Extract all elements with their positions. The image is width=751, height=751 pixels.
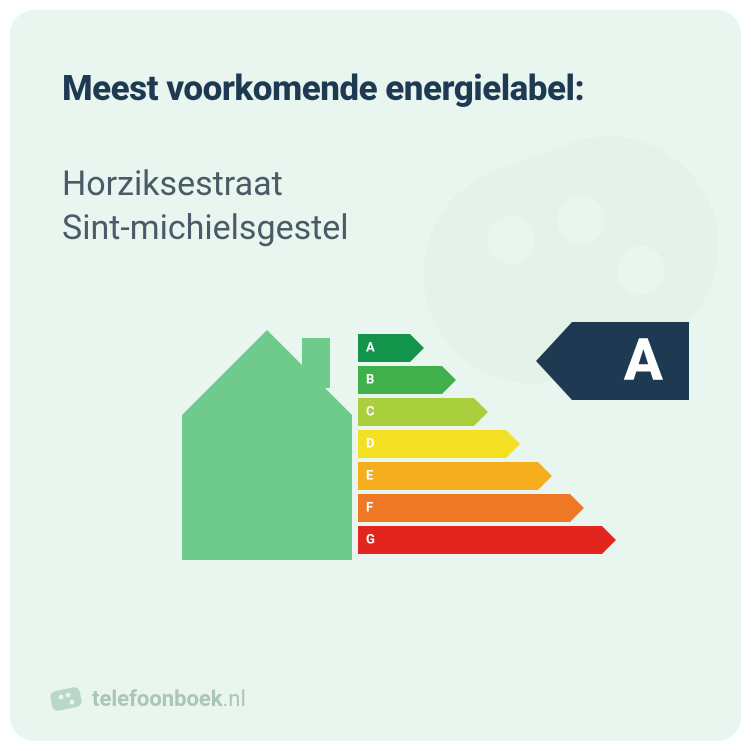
bar-arrow [602, 526, 616, 554]
bar-label: B [366, 373, 388, 388]
bar-arrow [442, 366, 456, 394]
bar-shape: A [358, 334, 410, 362]
bar-label: D [366, 437, 388, 452]
bar-label: F [366, 501, 388, 516]
energy-bar-f: F [358, 494, 602, 522]
bar-shape: B [358, 366, 442, 394]
bar-label: C [366, 405, 388, 420]
subtitle-city: Sint-michielsgestel [62, 208, 349, 248]
footer-brand-tld: .nl [223, 687, 246, 712]
bar-arrow [410, 334, 424, 362]
footer-brand: telefoonboek.nl [92, 687, 246, 712]
result-letter: A [624, 332, 663, 390]
bar-shape: C [358, 398, 474, 426]
infographic-card: Meest voorkomende energielabel: Horzikse… [10, 10, 741, 741]
bar-shape: F [358, 494, 570, 522]
bar-shape: D [358, 430, 506, 458]
result-badge: A [572, 322, 689, 400]
bar-label: A [366, 341, 388, 356]
bar-arrow [474, 398, 488, 426]
bar-shape: E [358, 462, 538, 490]
bar-arrow [570, 494, 584, 522]
card-subtitle: Horziksestraat Sint-michielsgestel [62, 163, 689, 250]
bar-label: G [366, 533, 388, 548]
bar-arrow [506, 430, 520, 458]
bar-label: E [366, 469, 388, 484]
energy-label-chart: A B C D E F G A [62, 320, 689, 580]
subtitle-street: Horziksestraat [62, 164, 283, 204]
energy-bar-c: C [358, 398, 602, 426]
footer: telefoonboek.nl [50, 683, 246, 715]
bar-arrow [538, 462, 552, 490]
house-icon [182, 320, 352, 570]
energy-bar-e: E [358, 462, 602, 490]
energy-bar-d: D [358, 430, 602, 458]
energy-bar-g: G [358, 526, 602, 554]
card-title: Meest voorkomende energielabel: [62, 68, 689, 109]
footer-brand-name: telefoonboek [92, 687, 223, 712]
bar-shape: G [358, 526, 602, 554]
footer-logo-icon [50, 683, 82, 715]
